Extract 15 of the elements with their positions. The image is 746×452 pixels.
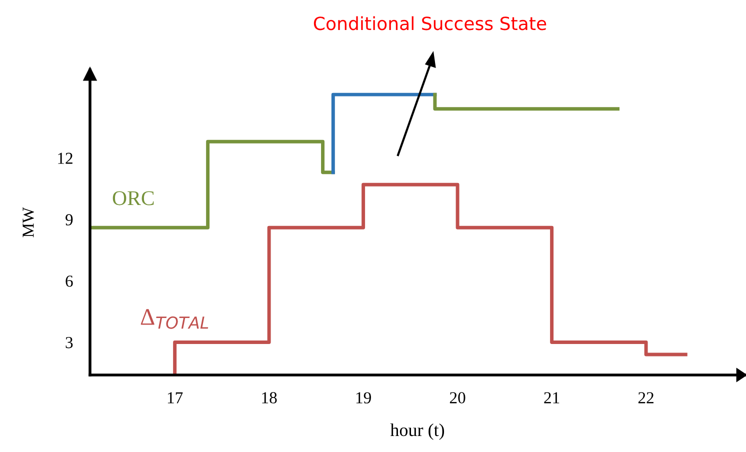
- x-tick-label: 22: [638, 392, 654, 404]
- y-axis-title: MW: [22, 207, 34, 238]
- x-tick-label: 20: [450, 392, 466, 404]
- annotation: Δ$_{TOTAL}$: [140, 309, 208, 329]
- y-tick-label: 9: [66, 214, 73, 226]
- x-tick-label: 17: [168, 392, 183, 404]
- y-tick-label: 3: [66, 336, 73, 348]
- x-axis-title: hour (t): [390, 423, 444, 440]
- y-tick-label: 12: [58, 152, 72, 164]
- x-tick-label: 18: [262, 392, 277, 404]
- y-tick-label: 6: [66, 276, 73, 287]
- x-tick-label: 21: [544, 392, 560, 404]
- annotation: ORC: [112, 191, 154, 206]
- text: Conditional Success State: [314, 16, 546, 30]
- x-tick-label: 19: [356, 392, 371, 404]
